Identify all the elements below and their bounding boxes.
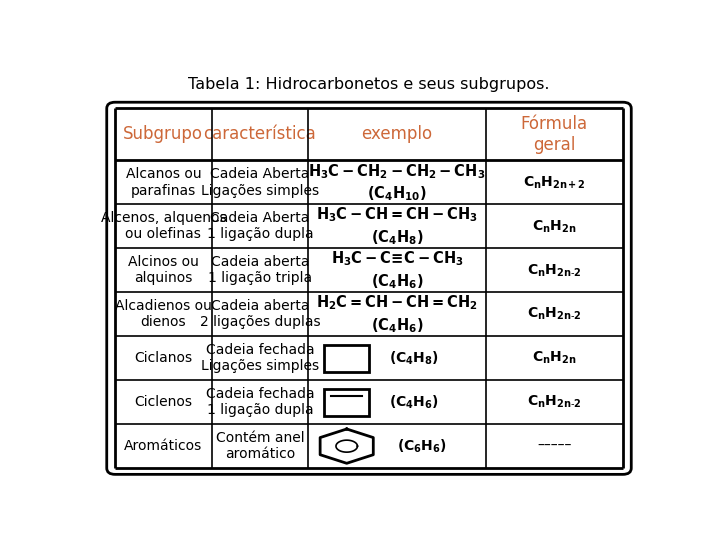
Text: $\mathbf{C_nH_{2n\text{-}2}}$: $\mathbf{C_nH_{2n\text{-}2}}$ [527, 394, 582, 410]
Text: característica: característica [204, 125, 316, 144]
Text: $\mathbf{(C_6H_6)}$: $\mathbf{(C_6H_6)}$ [397, 437, 447, 455]
Text: $\mathbf{C_nH_{2n+2}}$: $\mathbf{C_nH_{2n+2}}$ [523, 174, 586, 191]
Text: Aromáticos: Aromáticos [125, 439, 202, 453]
FancyBboxPatch shape [107, 102, 631, 474]
Text: Contém anel
aromático: Contém anel aromático [215, 431, 304, 461]
Text: $\mathbf{C_nH_{2n\text{-}2}}$: $\mathbf{C_nH_{2n\text{-}2}}$ [527, 306, 582, 322]
Text: $\mathbf{(C_4H_6)}$: $\mathbf{(C_4H_6)}$ [389, 394, 438, 411]
Text: Ciclanos: Ciclanos [135, 351, 192, 365]
Text: $\mathbf{(C_4H_6)}$: $\mathbf{(C_4H_6)}$ [371, 272, 423, 291]
Text: Cadeia aberta
1 ligação tripla: Cadeia aberta 1 ligação tripla [208, 255, 312, 286]
Text: $\mathbf{H_3C-C\!\equiv\!C-CH_3}$: $\mathbf{H_3C-C\!\equiv\!C-CH_3}$ [330, 249, 463, 268]
Text: $\mathbf{C_nH_{2n}}$: $\mathbf{C_nH_{2n}}$ [532, 218, 577, 234]
Text: Subgrupo: Subgrupo [123, 125, 203, 144]
Text: $\mathbf{H_3C-CH_2-CH_2-CH_3}$: $\mathbf{H_3C-CH_2-CH_2-CH_3}$ [308, 162, 485, 180]
Text: $\mathbf{H_3C-CH=CH-CH_3}$: $\mathbf{H_3C-CH=CH-CH_3}$ [316, 206, 478, 225]
Text: Cadeia fechada
1 ligação dupla: Cadeia fechada 1 ligação dupla [205, 387, 314, 417]
Text: $\mathbf{C_nH_{2n}}$: $\mathbf{C_nH_{2n}}$ [532, 350, 577, 367]
Text: Cadeia aberta
2 ligações duplas: Cadeia aberta 2 ligações duplas [199, 299, 320, 329]
Text: Alcadienos ou
dienos: Alcadienos ou dienos [115, 299, 212, 329]
Text: Cadeia Aberta
1 ligação dupla: Cadeia Aberta 1 ligação dupla [207, 211, 313, 241]
Text: Alcinos ou
alquinos: Alcinos ou alquinos [128, 255, 199, 286]
Text: Tabela 1: Hidrocarbonetos e seus subgrupos.: Tabela 1: Hidrocarbonetos e seus subgrup… [188, 77, 550, 92]
Text: $\mathbf{(C_4H_8)}$: $\mathbf{(C_4H_8)}$ [389, 349, 438, 367]
Text: Ciclenos: Ciclenos [135, 395, 192, 409]
Text: $\mathbf{(C_4H_8)}$: $\mathbf{(C_4H_8)}$ [371, 228, 423, 247]
Text: Cadeia Aberta
Ligações simples: Cadeia Aberta Ligações simples [201, 167, 319, 198]
Text: –––––: ––––– [537, 439, 572, 453]
Text: $\mathbf{H_2C=CH-CH=CH_2}$: $\mathbf{H_2C=CH-CH=CH_2}$ [316, 294, 478, 313]
Text: Cadeia fechada
Ligações simples: Cadeia fechada Ligações simples [201, 343, 319, 373]
Text: $\mathbf{C_nH_{2n\text{-}2}}$: $\mathbf{C_nH_{2n\text{-}2}}$ [527, 262, 582, 279]
Text: $\mathbf{(C_4H_{10})}$: $\mathbf{(C_4H_{10})}$ [367, 184, 427, 203]
Text: $\mathbf{(C_4H_6)}$: $\mathbf{(C_4H_6)}$ [371, 316, 423, 335]
Text: Alcenos, alquenos
ou olefinas: Alcenos, alquenos ou olefinas [101, 211, 226, 241]
Text: Alcanos ou
parafinas: Alcanos ou parafinas [125, 167, 201, 198]
Text: Fórmula
geral: Fórmula geral [521, 115, 588, 154]
Text: exemplo: exemplo [361, 125, 433, 144]
